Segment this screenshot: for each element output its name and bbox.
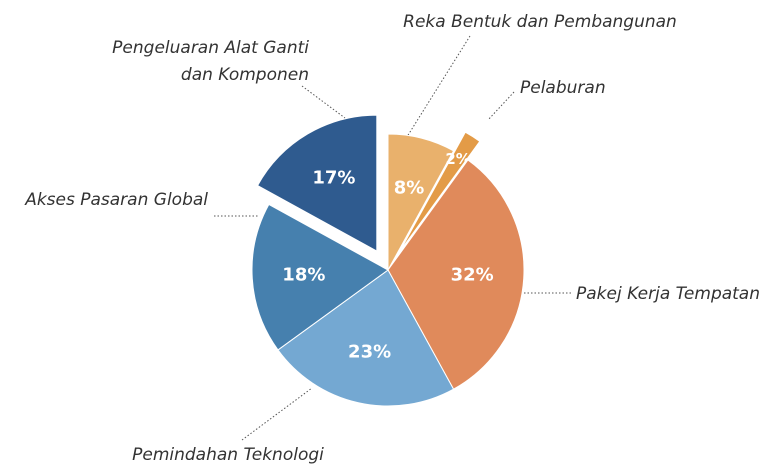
- leader-lines: [214, 35, 571, 441]
- category-label: Pemindahan Teknologi: [132, 445, 324, 465]
- pie-slice: [251, 203, 389, 351]
- leader-line: [487, 91, 515, 121]
- leader-line: [404, 35, 471, 141]
- value-label: 2%: [445, 150, 470, 168]
- value-label: 23%: [348, 341, 391, 362]
- pie-slice: [277, 269, 455, 407]
- category-label: Pengeluaran Alat Ganti: [112, 38, 309, 58]
- category-label: dan Komponen: [181, 65, 309, 85]
- category-label: Pelaburan: [520, 78, 606, 98]
- value-label: 32%: [451, 264, 494, 285]
- value-label: 18%: [282, 264, 325, 285]
- value-label: 17%: [312, 167, 355, 188]
- category-label: Akses Pasaran Global: [24, 190, 208, 210]
- category-label: Pakej Kerja Tempatan: [576, 284, 760, 304]
- value-label: 8%: [394, 177, 425, 198]
- leader-line: [241, 387, 313, 441]
- pie-slice: [256, 114, 378, 252]
- pie-slice: [387, 159, 525, 390]
- leader-line: [301, 85, 346, 119]
- category-label: Reka Bentuk dan Pembangunan: [403, 12, 677, 32]
- pie-slice: [399, 131, 481, 252]
- pie-slice: [387, 133, 455, 271]
